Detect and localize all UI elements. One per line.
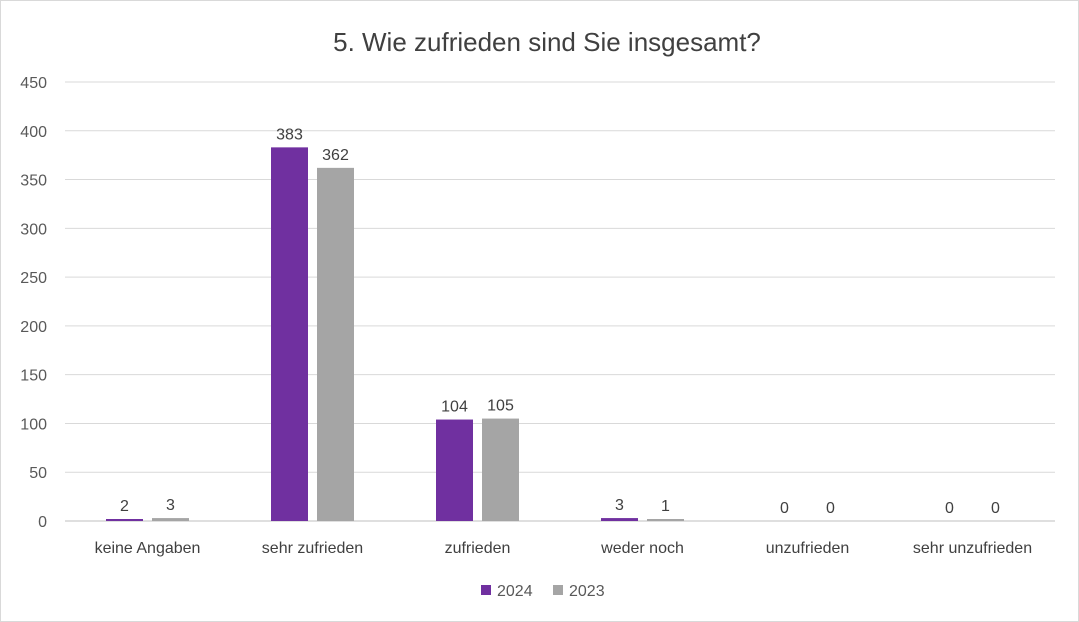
x-category-label: sehr unzufrieden xyxy=(913,540,1032,557)
gridlines xyxy=(65,81,1055,522)
bar-2024 xyxy=(601,518,638,521)
legend-swatch-2024 xyxy=(481,585,491,595)
y-tick-label: 100 xyxy=(20,416,47,433)
x-category-label: keine Angaben xyxy=(95,540,201,557)
bars xyxy=(106,147,684,522)
data-label-2024: 0 xyxy=(780,500,789,517)
data-label-2023: 3 xyxy=(166,497,175,514)
data-label-2023: 0 xyxy=(991,500,1000,517)
chart-title: 5. Wie zufrieden sind Sie insgesamt? xyxy=(333,27,761,57)
x-category-label: sehr zufrieden xyxy=(262,540,363,557)
bar-2023 xyxy=(317,167,354,522)
y-tick-label: 50 xyxy=(29,465,47,482)
data-label-2024: 0 xyxy=(945,500,954,517)
data-labels: 2 3 383 362 104 105 3 1 0 0 0 0 xyxy=(120,126,1000,517)
bar-2024 xyxy=(271,147,308,521)
x-axis-categories: keine Angaben sehr zufrieden zufrieden wede… xyxy=(95,540,1033,557)
bar-2023 xyxy=(647,519,684,521)
y-tick-label: 150 xyxy=(20,368,47,385)
data-label-2024: 383 xyxy=(276,126,303,143)
legend: 2024 2023 xyxy=(481,583,605,600)
bar-2024 xyxy=(436,419,473,521)
y-tick-label: 450 xyxy=(20,75,47,92)
data-label-2024: 3 xyxy=(615,497,624,514)
legend-label-2023: 2023 xyxy=(569,583,605,600)
y-tick-label: 350 xyxy=(20,173,47,190)
y-tick-label: 400 xyxy=(20,124,47,141)
data-label-2023: 105 xyxy=(487,398,514,415)
bar-2023 xyxy=(152,518,189,521)
legend-label-2024: 2024 xyxy=(497,583,533,600)
x-category-label: unzufrieden xyxy=(766,540,850,557)
y-tick-label: 250 xyxy=(20,270,47,287)
data-label-2024: 2 xyxy=(120,498,129,515)
data-label-2023: 362 xyxy=(322,147,349,164)
y-axis-ticks: 0 50 100 150 200 250 300 350 400 450 xyxy=(20,75,47,531)
data-label-2024: 104 xyxy=(441,399,468,416)
y-tick-label: 200 xyxy=(20,319,47,336)
y-tick-label: 0 xyxy=(38,514,47,531)
data-label-2023: 1 xyxy=(661,498,670,515)
bar-2023 xyxy=(482,418,519,521)
bar-2024 xyxy=(106,519,143,521)
legend-swatch-2023 xyxy=(553,585,563,595)
y-tick-label: 300 xyxy=(20,221,47,238)
x-category-label: weder noch xyxy=(600,540,684,557)
x-category-label: zufrieden xyxy=(445,540,511,557)
data-label-2023: 0 xyxy=(826,500,835,517)
